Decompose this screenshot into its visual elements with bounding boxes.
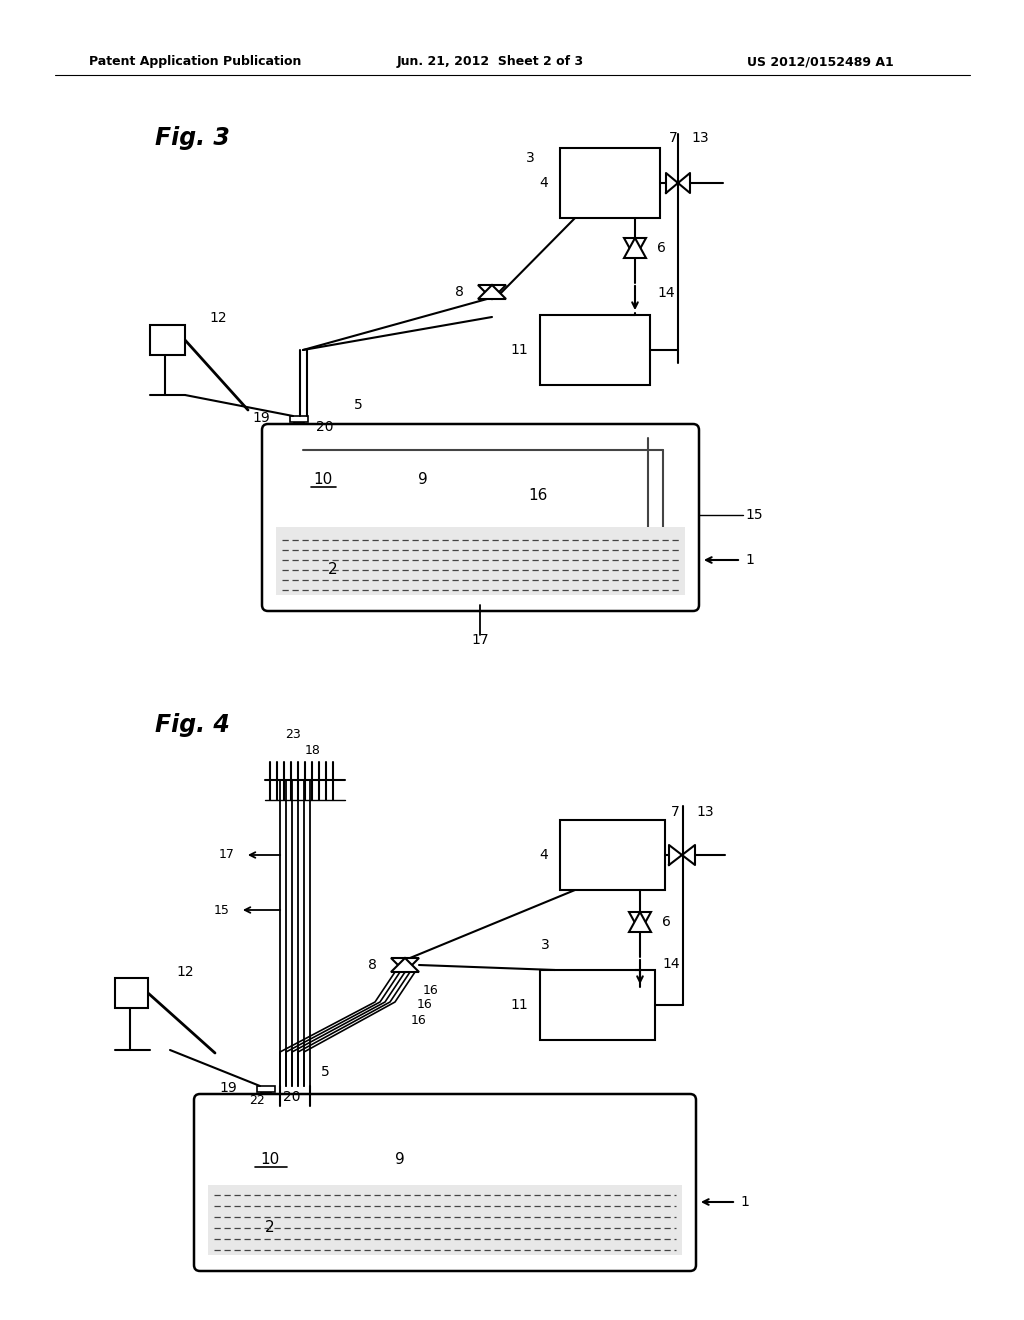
Text: 6: 6	[662, 915, 671, 929]
Bar	[261, 1092, 271, 1100]
Text: Fig. 3: Fig. 3	[155, 125, 229, 150]
Text: 2: 2	[328, 562, 338, 578]
Text: 11: 11	[510, 343, 528, 356]
Text: 12: 12	[209, 312, 226, 325]
Text: 10: 10	[313, 473, 333, 487]
Text: 8: 8	[455, 285, 464, 300]
Text: 17: 17	[219, 849, 234, 862]
Text: 18: 18	[305, 743, 321, 756]
Text: 15: 15	[214, 903, 230, 916]
Polygon shape	[478, 285, 506, 300]
Bar	[560, 148, 660, 218]
Text: 1: 1	[745, 553, 754, 568]
Bar	[208, 1185, 682, 1255]
Text: 16: 16	[528, 487, 548, 503]
Text: 6: 6	[657, 242, 666, 255]
Text: 16: 16	[417, 998, 433, 1011]
Text: 10: 10	[260, 1152, 280, 1167]
Text: 20: 20	[283, 1090, 300, 1104]
Bar	[294, 422, 304, 430]
Text: 8: 8	[368, 958, 377, 972]
Bar	[540, 970, 655, 1040]
Text: US 2012/0152489 A1: US 2012/0152489 A1	[746, 55, 893, 69]
Bar	[257, 1086, 275, 1092]
FancyBboxPatch shape	[194, 1094, 696, 1271]
Text: 2: 2	[265, 1220, 274, 1234]
Text: 13: 13	[696, 805, 714, 818]
Text: 5: 5	[321, 1065, 330, 1078]
Text: 3: 3	[541, 939, 549, 952]
Polygon shape	[115, 978, 148, 1008]
Text: 14: 14	[662, 957, 680, 972]
Text: Fig. 4: Fig. 4	[155, 713, 229, 737]
Text: 9: 9	[418, 473, 428, 487]
Text: 19: 19	[252, 411, 270, 425]
Polygon shape	[150, 325, 185, 355]
Text: 14: 14	[657, 286, 675, 300]
Text: 13: 13	[691, 131, 709, 145]
Text: 1: 1	[740, 1195, 749, 1209]
Text: 7: 7	[671, 805, 679, 818]
Text: 23: 23	[285, 729, 301, 742]
Bar	[276, 527, 685, 595]
Text: 4: 4	[540, 176, 548, 190]
Bar	[290, 416, 308, 422]
Text: 4: 4	[540, 847, 548, 862]
Text: 17: 17	[471, 634, 488, 647]
Polygon shape	[629, 912, 651, 932]
Text: 9: 9	[395, 1152, 404, 1167]
Text: 20: 20	[316, 420, 334, 434]
Polygon shape	[391, 958, 419, 972]
Polygon shape	[624, 238, 646, 257]
Text: 5: 5	[353, 399, 362, 412]
Text: 11: 11	[510, 998, 528, 1012]
Text: 19: 19	[219, 1081, 237, 1096]
Text: 15: 15	[745, 508, 763, 521]
Polygon shape	[624, 238, 646, 257]
Bar	[560, 820, 665, 890]
Text: 16: 16	[423, 983, 438, 997]
Text: 12: 12	[176, 965, 194, 979]
Polygon shape	[478, 285, 506, 300]
Text: 3: 3	[525, 150, 535, 165]
Polygon shape	[391, 958, 419, 972]
Text: Patent Application Publication: Patent Application Publication	[89, 55, 301, 69]
FancyBboxPatch shape	[262, 424, 699, 611]
Text: 16: 16	[411, 1014, 427, 1027]
Bar	[540, 315, 650, 385]
Polygon shape	[629, 912, 651, 932]
Text: 22: 22	[249, 1094, 265, 1107]
Text: Jun. 21, 2012  Sheet 2 of 3: Jun. 21, 2012 Sheet 2 of 3	[396, 55, 584, 69]
Text: 7: 7	[669, 131, 677, 145]
